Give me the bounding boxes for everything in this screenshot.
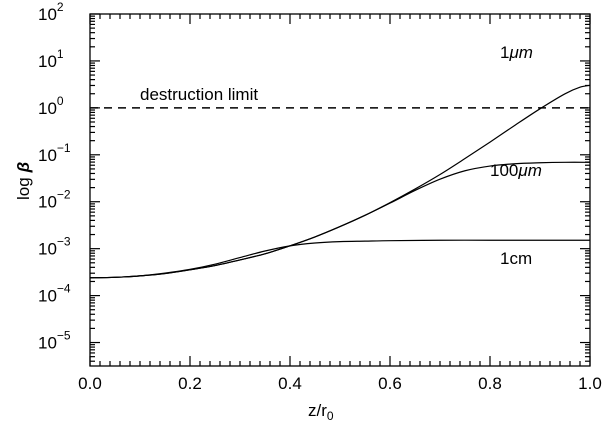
curve-annotation: 100μm: [490, 161, 542, 180]
y-axis-label: logβ: [14, 162, 33, 200]
y-tick-label: 10−5: [38, 329, 71, 353]
plot-frame: [89, 13, 591, 367]
x-tick-label: 1.0: [578, 374, 602, 393]
y-tick-label: 10−4: [38, 282, 71, 306]
y-tick-labels: 102 101 100 10−1 10−2 10−3 10−4 10−5: [38, 0, 71, 353]
curve-annotation: 1cm: [500, 249, 532, 268]
y-tick-label: 10−2: [38, 188, 71, 212]
y-tick-label: 10−3: [38, 235, 71, 259]
x-tick-label: 0.4: [278, 374, 302, 393]
curve-annotation: 1μm: [500, 43, 533, 62]
axis-ticks: [89, 13, 591, 366]
x-tick-label: 0.8: [478, 374, 502, 393]
series-line: [89, 239, 590, 279]
x-tick-labels: 0.0 0.2 0.4 0.6 0.8 1.0: [78, 374, 602, 393]
x-tick-label: 0.0: [78, 374, 102, 393]
y-tick-label: 101: [38, 47, 64, 71]
destruction-limit-label: destruction limit: [140, 85, 258, 104]
y-tick-label: 10−1: [38, 141, 71, 165]
series-group: [89, 84, 591, 279]
x-axis-label: z/r0: [308, 401, 334, 423]
curve-annotations: 1μm 100μm 1cm: [490, 43, 542, 268]
y-tick-label: 102: [38, 0, 64, 24]
y-tick-label: 100: [38, 94, 64, 118]
x-tick-label: 0.2: [178, 374, 202, 393]
x-tick-label: 0.6: [378, 374, 402, 393]
